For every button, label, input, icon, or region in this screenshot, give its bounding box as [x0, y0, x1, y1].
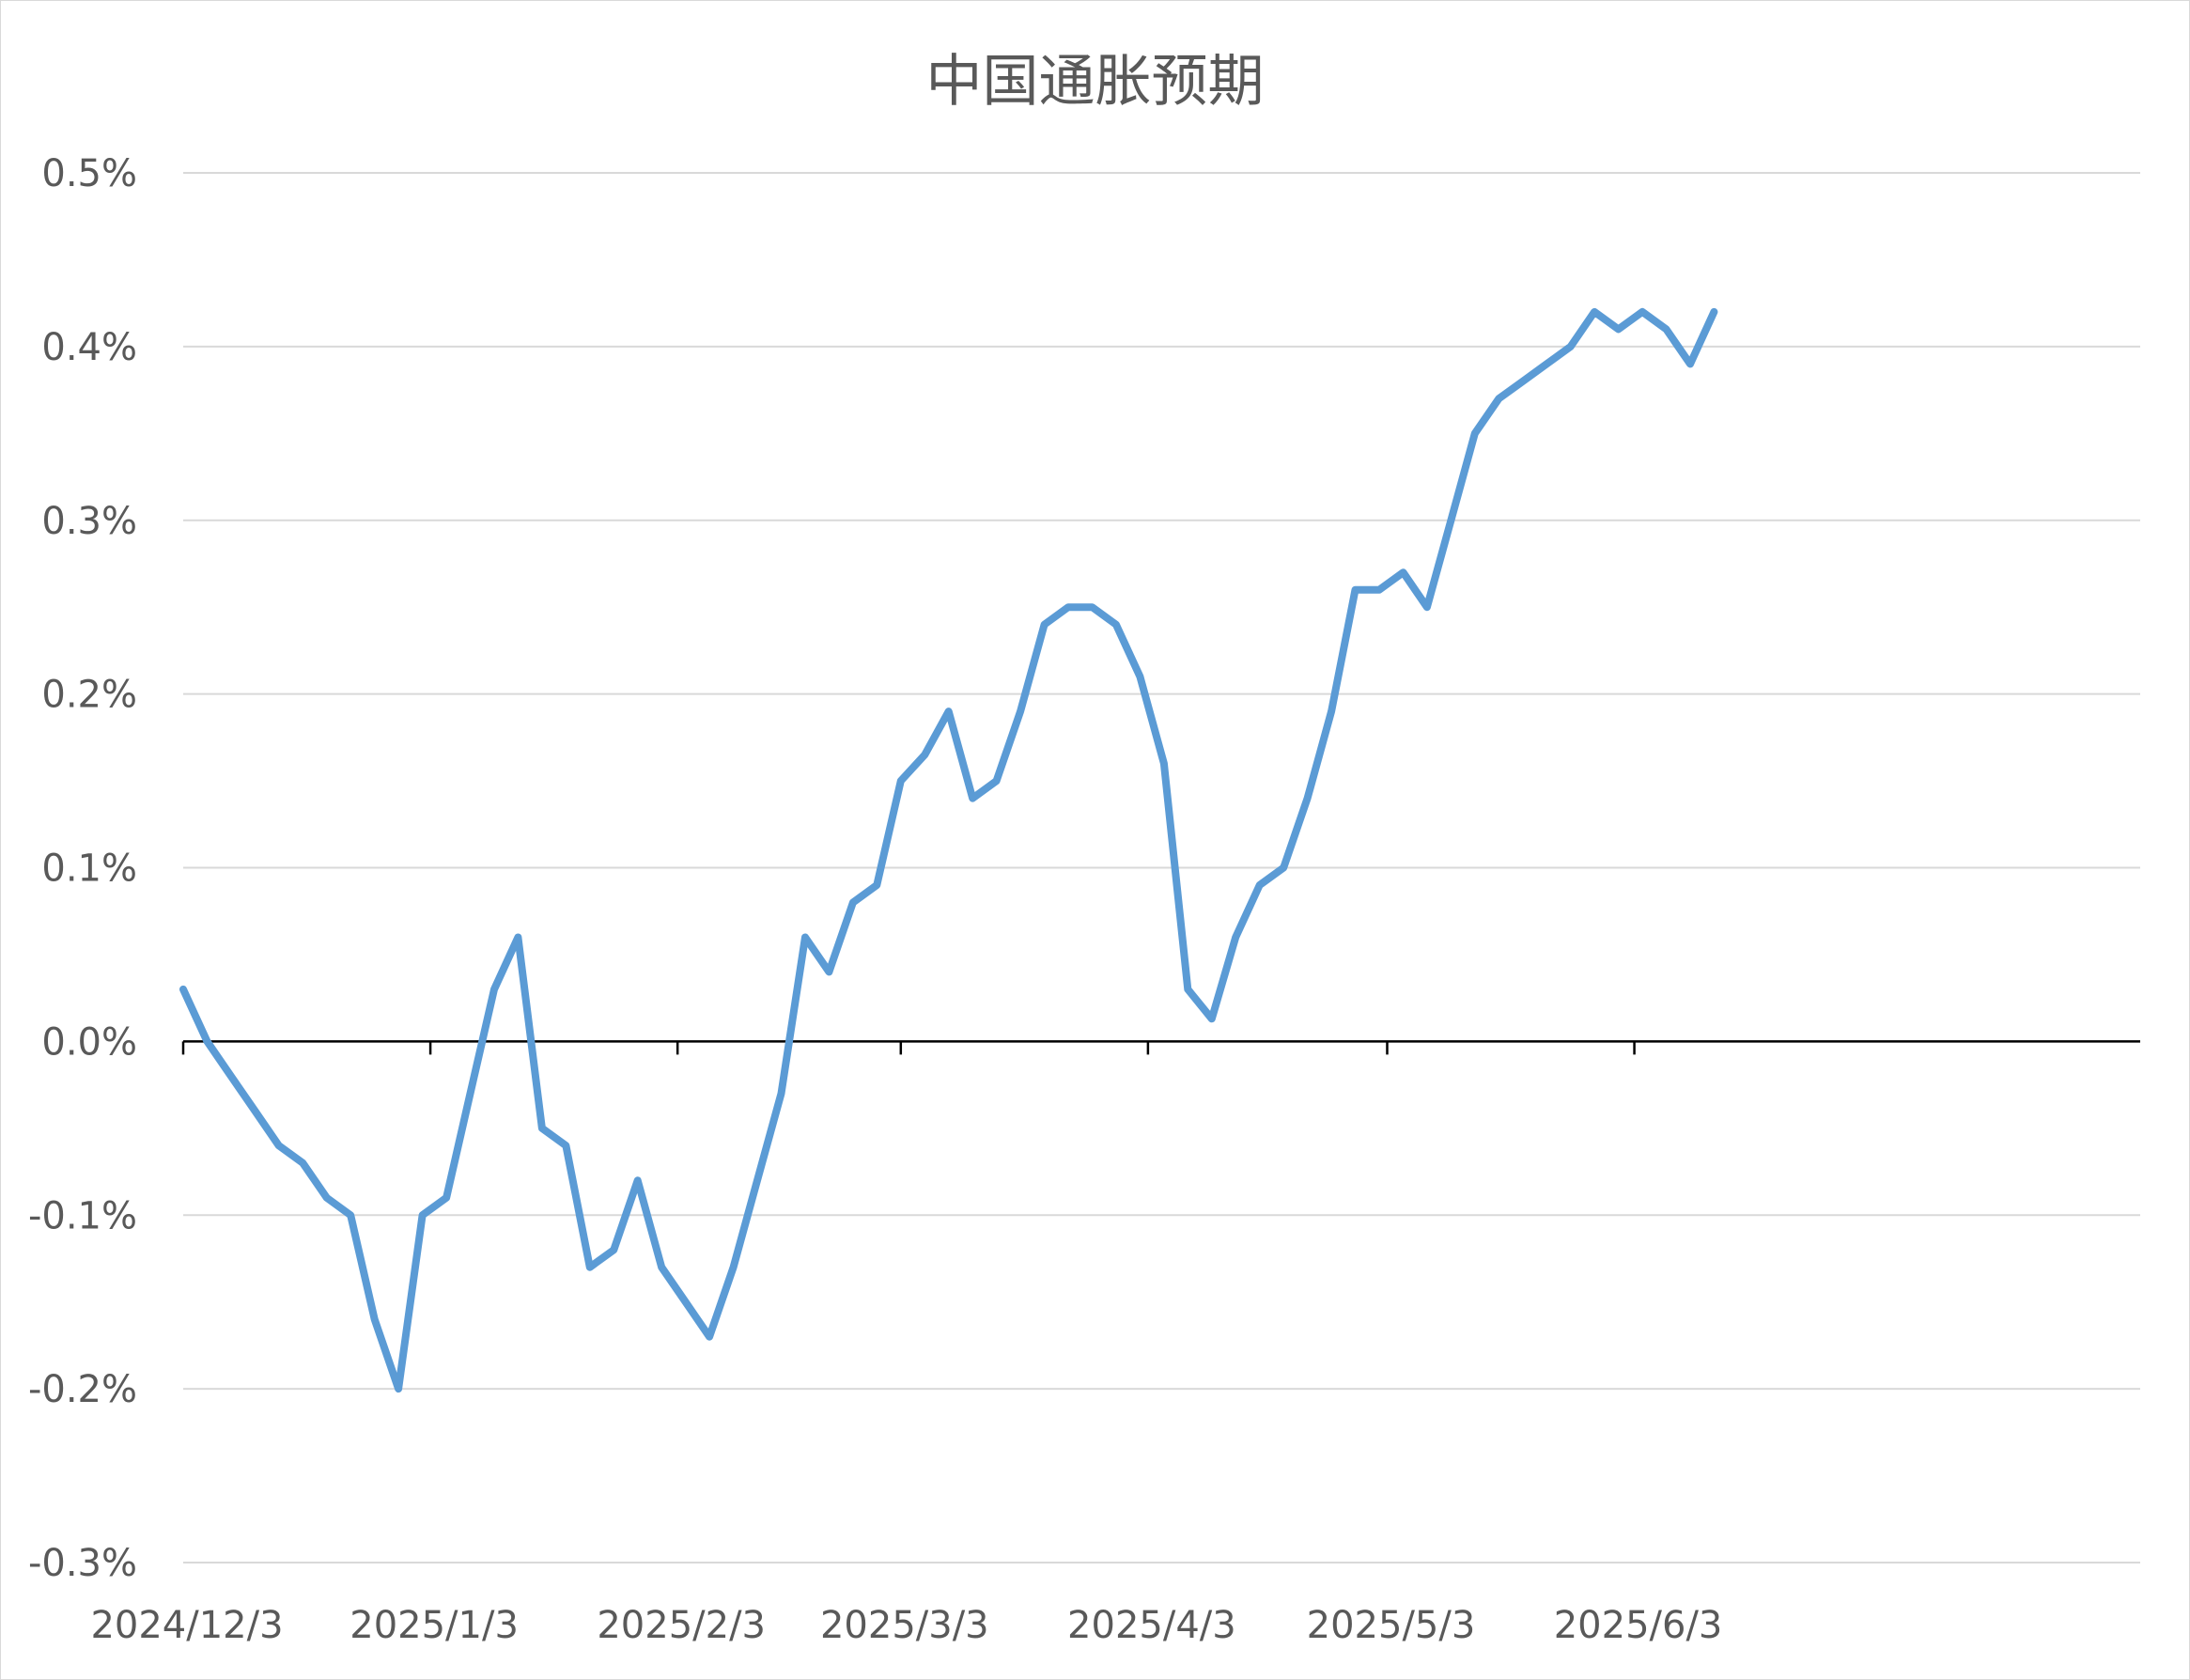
y-tick-label: 0.4% — [41, 326, 137, 369]
x-axis — [181, 1040, 2140, 1055]
y-tick-label: 0.0% — [41, 1020, 137, 1064]
gridlines — [183, 172, 2140, 1563]
x-tick-label: 2025/4/3 — [1067, 1604, 1236, 1647]
y-tick-label: 0.3% — [41, 500, 137, 543]
y-tick-label: -0.2% — [28, 1368, 137, 1411]
series-layer — [179, 307, 1718, 1393]
x-tick-label: 2025/1/3 — [349, 1604, 519, 1647]
x-tick-label: 2025/2/3 — [597, 1604, 766, 1647]
x-tick-label: 2025/5/3 — [1307, 1604, 1476, 1647]
y-axis-labels: 0.5% 0.4% 0.3% 0.2% 0.1% 0.0% -0.1% -0.2% -0.3% — [28, 152, 137, 1585]
x-axis-labels: 2024/12/3 2025/1/3 2025/2/3 2025/3/3 2025/4/… — [90, 1604, 1722, 1647]
series-line — [179, 307, 1718, 1393]
y-tick-label: -0.1% — [28, 1194, 137, 1237]
y-tick-label: 0.5% — [41, 152, 137, 195]
x-tick-label: 2025/6/3 — [1554, 1604, 1723, 1647]
chart-title: 中国通胀预期 — [925, 49, 1265, 115]
y-tick-label: 0.1% — [41, 848, 137, 891]
y-tick-label: 0.2% — [41, 674, 137, 717]
x-tick-label: 2025/3/3 — [820, 1604, 989, 1647]
y-tick-label: -0.3% — [28, 1542, 137, 1585]
x-tick-label: 2024/12/3 — [90, 1604, 283, 1647]
